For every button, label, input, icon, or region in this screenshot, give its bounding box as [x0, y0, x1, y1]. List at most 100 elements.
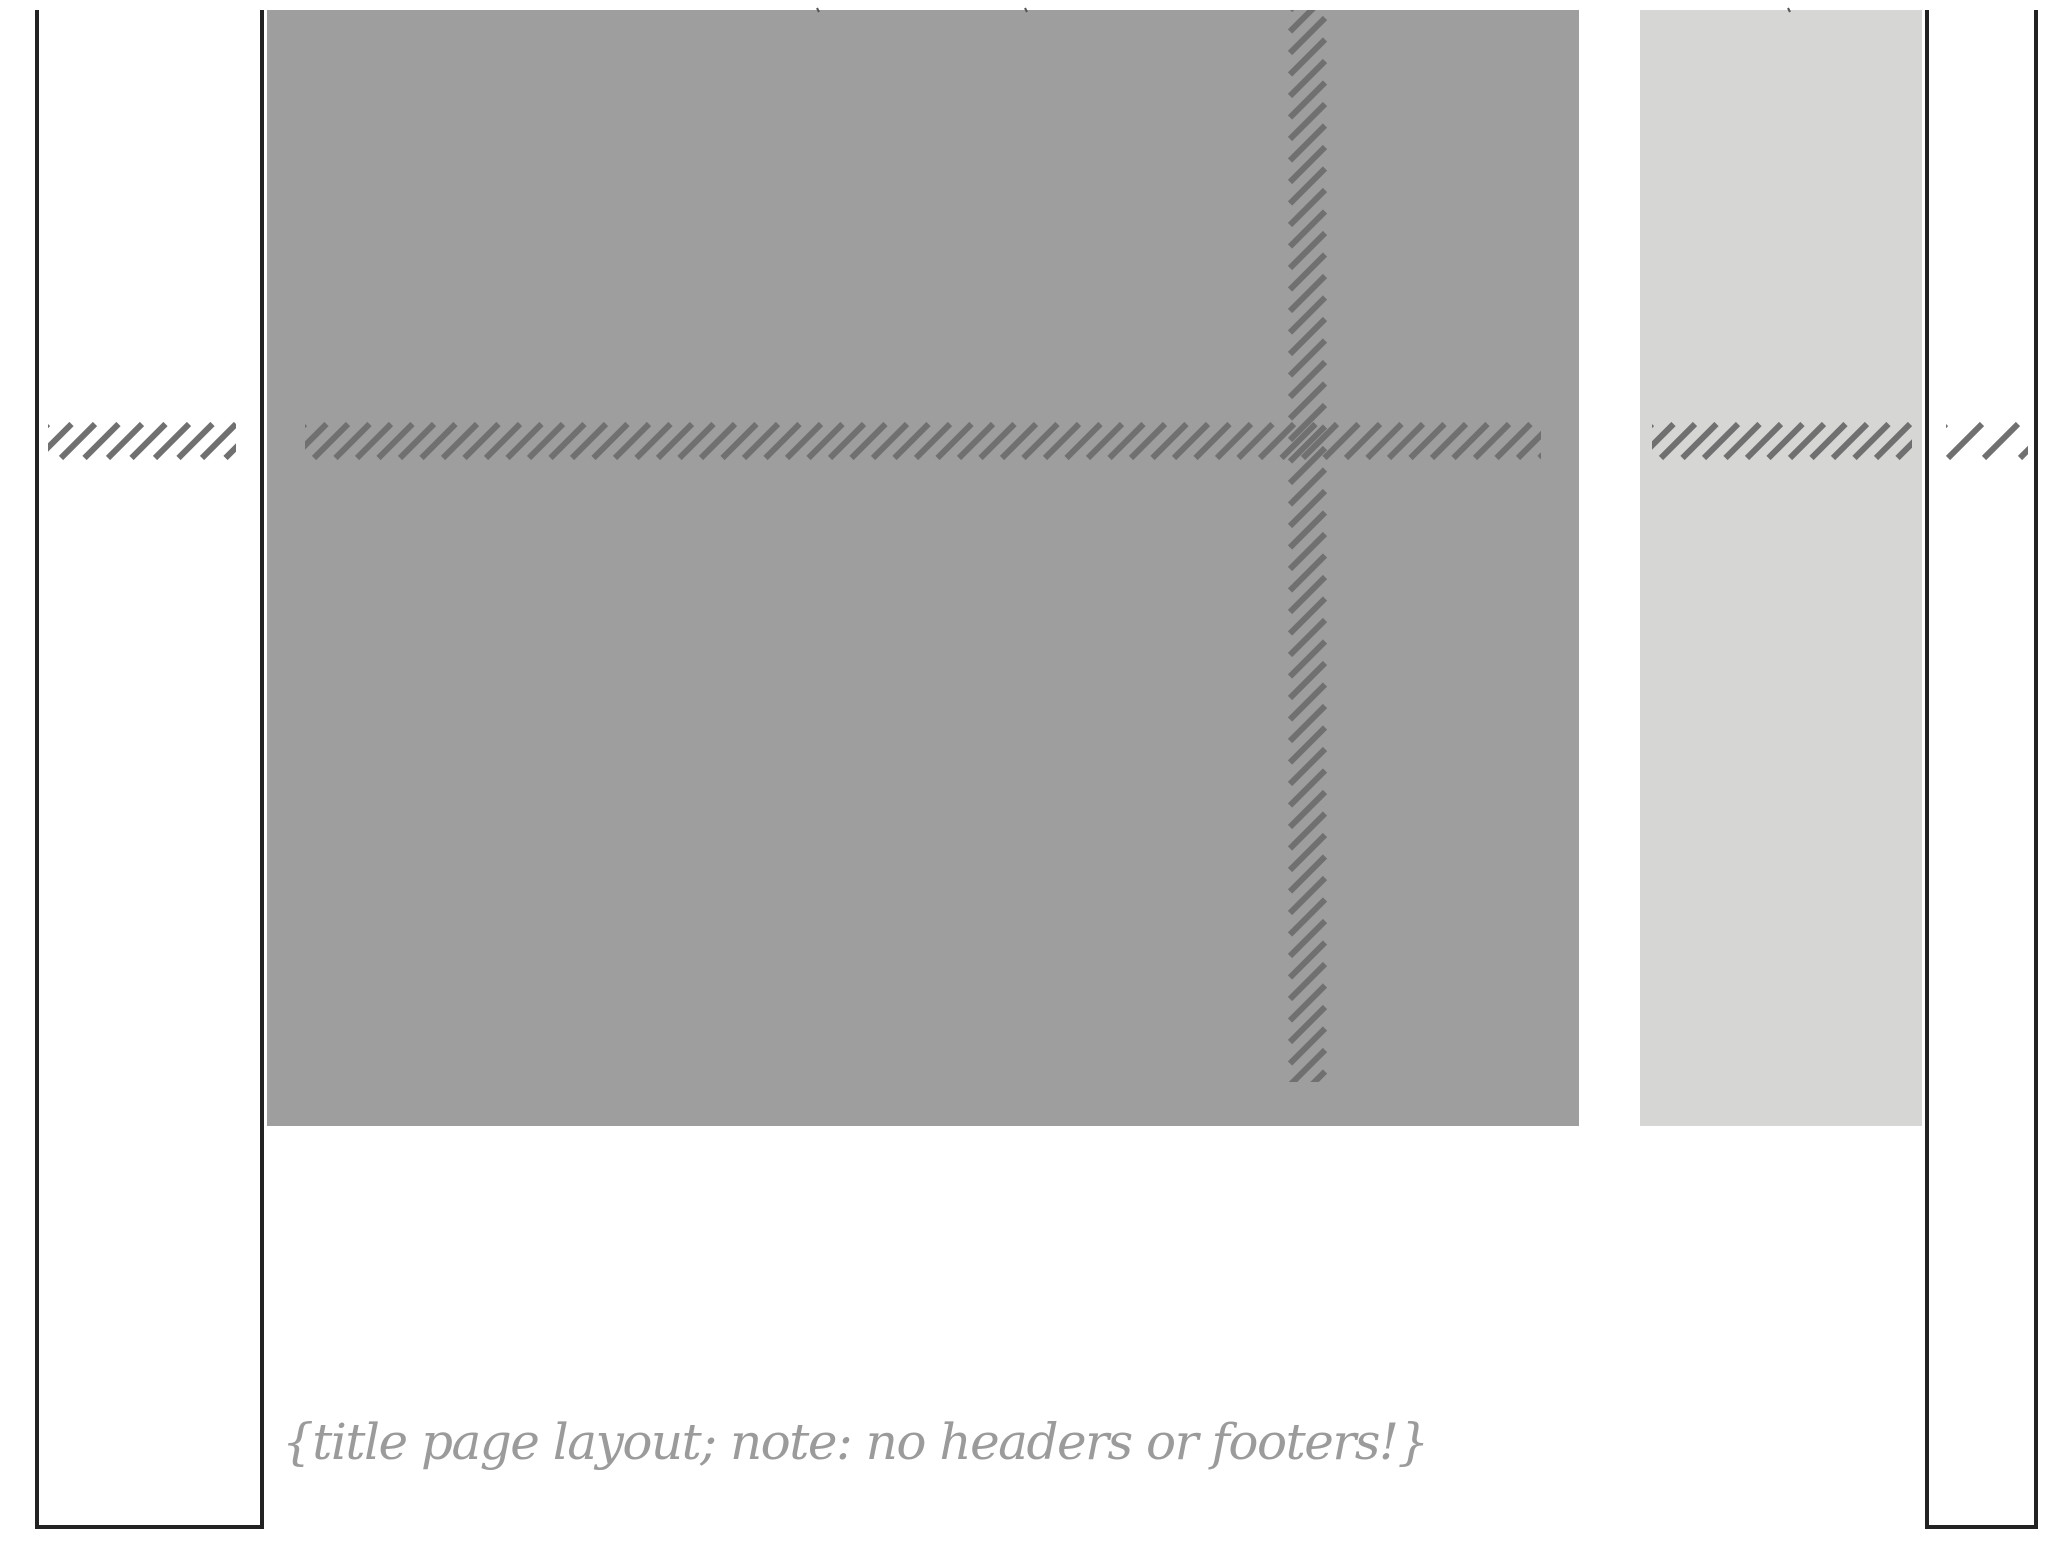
hatch-stroke [1288, 531, 1328, 572]
hatch-stroke [784, 421, 824, 461]
hatch-stroke [1107, 421, 1146, 461]
hatch-stroke [569, 421, 609, 461]
hatch-stroke [1171, 421, 1211, 461]
hatch-stroke [354, 421, 394, 461]
hatch-stroke [913, 421, 953, 461]
hatch-stroke [1288, 230, 1328, 271]
hatch-stroke [1830, 421, 1870, 461]
hatch-stroke [1873, 421, 1912, 461]
hatch-stroke [1288, 144, 1328, 185]
hatch-stroke [1288, 1026, 1328, 1066]
hatch-stroke [1288, 58, 1328, 99]
hatch-stroke [1288, 789, 1328, 830]
hatch-stroke [655, 421, 695, 461]
hatch-stroke [1429, 421, 1469, 461]
hatch-stroke [548, 421, 587, 461]
hatch-stroke [48, 421, 74, 452]
hatch-stroke [1451, 421, 1490, 461]
hatch-stroke [1787, 421, 1827, 461]
hatch-stroke [129, 421, 168, 461]
right-margin-hatch [1946, 421, 2028, 461]
hatch-stroke [419, 421, 458, 461]
hatch-stroke [1288, 338, 1328, 378]
hatch-stroke [1288, 875, 1328, 916]
hatch-stroke [1288, 209, 1328, 249]
hatch-stroke [1408, 421, 1447, 461]
hatch-stroke [1288, 295, 1328, 335]
hatch-stroke [677, 421, 716, 461]
marginal-note-hatch [1652, 421, 1975, 461]
hatch-stroke [1288, 37, 1328, 77]
hatch-stroke [1288, 10, 1316, 34]
hatch-stroke [1288, 746, 1328, 787]
hatch-stroke [1236, 421, 1275, 461]
hatch-stroke [105, 421, 145, 461]
hatch-stroke [1042, 421, 1082, 461]
hatch-stroke [82, 421, 121, 461]
hatch-stroke [1288, 381, 1328, 421]
hatch-stroke [1288, 424, 1328, 464]
top-tick-3 [1787, 7, 1791, 13]
hatch-stroke [1981, 421, 2021, 461]
vertical-height-hatch [1288, 10, 1328, 1082]
hatch-stroke [1723, 421, 1762, 461]
hatch-stroke [1515, 430, 1541, 461]
hatch-stroke [1064, 421, 1103, 461]
hatch-stroke [1288, 101, 1328, 142]
hatch-stroke [1386, 421, 1426, 461]
hatch-stroke [1288, 639, 1328, 679]
hatch-stroke [827, 421, 867, 461]
hatch-stroke [505, 421, 544, 461]
hatch-stroke [741, 421, 781, 461]
hatch-stroke [870, 421, 910, 461]
hatch-stroke [1365, 421, 1404, 461]
hatch-stroke [1288, 359, 1328, 400]
hatch-stroke [440, 421, 480, 461]
hatch-stroke [1288, 617, 1328, 658]
hatch-stroke [1288, 273, 1328, 314]
hatch-stroke [526, 421, 566, 461]
hatch-stroke [1680, 421, 1719, 461]
hatch-stroke [462, 421, 501, 461]
hatch-stroke [58, 421, 98, 461]
hatch-stroke [1290, 10, 1295, 13]
hatch-stroke [1941, 424, 1975, 458]
hatch-stroke [305, 421, 329, 450]
hatch-stroke [612, 421, 652, 461]
top-tick-2 [1024, 7, 1028, 13]
hatch-stroke [849, 421, 888, 461]
hatch-stroke [1288, 854, 1328, 894]
hatch-stroke [2017, 445, 2028, 461]
hatch-stroke [1288, 918, 1328, 959]
hatch-stroke [1288, 703, 1328, 744]
hatch-stroke [1288, 488, 1328, 529]
hatch-stroke [1288, 961, 1328, 1002]
hatch-stroke [397, 421, 437, 461]
hatch-stroke [1288, 510, 1328, 550]
hatch-stroke [1343, 421, 1383, 461]
hatch-stroke [1288, 123, 1328, 163]
hatch-stroke [1288, 316, 1328, 357]
left-page-outline [35, 10, 264, 1529]
hatch-stroke [1658, 421, 1698, 461]
hatch-stroke [999, 421, 1039, 461]
hatch-stroke [806, 421, 845, 461]
hatch-stroke [1946, 421, 1985, 461]
hatch-stroke [1288, 15, 1328, 56]
text-block [267, 10, 1579, 1126]
hatch-stroke [1288, 252, 1328, 292]
hatch-stroke [935, 421, 974, 461]
hatch-stroke [1809, 421, 1848, 461]
hatch-stroke [1472, 421, 1512, 461]
hatch-stroke [1494, 421, 1533, 461]
left-margin-hatch [48, 421, 236, 461]
hatch-stroke [1766, 421, 1805, 461]
hatch-stroke [956, 421, 996, 461]
hatch-stroke [1288, 1004, 1328, 1045]
hatch-stroke [1288, 574, 1328, 615]
hatch-stroke [1852, 421, 1891, 461]
hatch-stroke [1288, 832, 1328, 873]
hatch-stroke [698, 421, 738, 461]
right-page-outline [1925, 10, 2038, 1529]
